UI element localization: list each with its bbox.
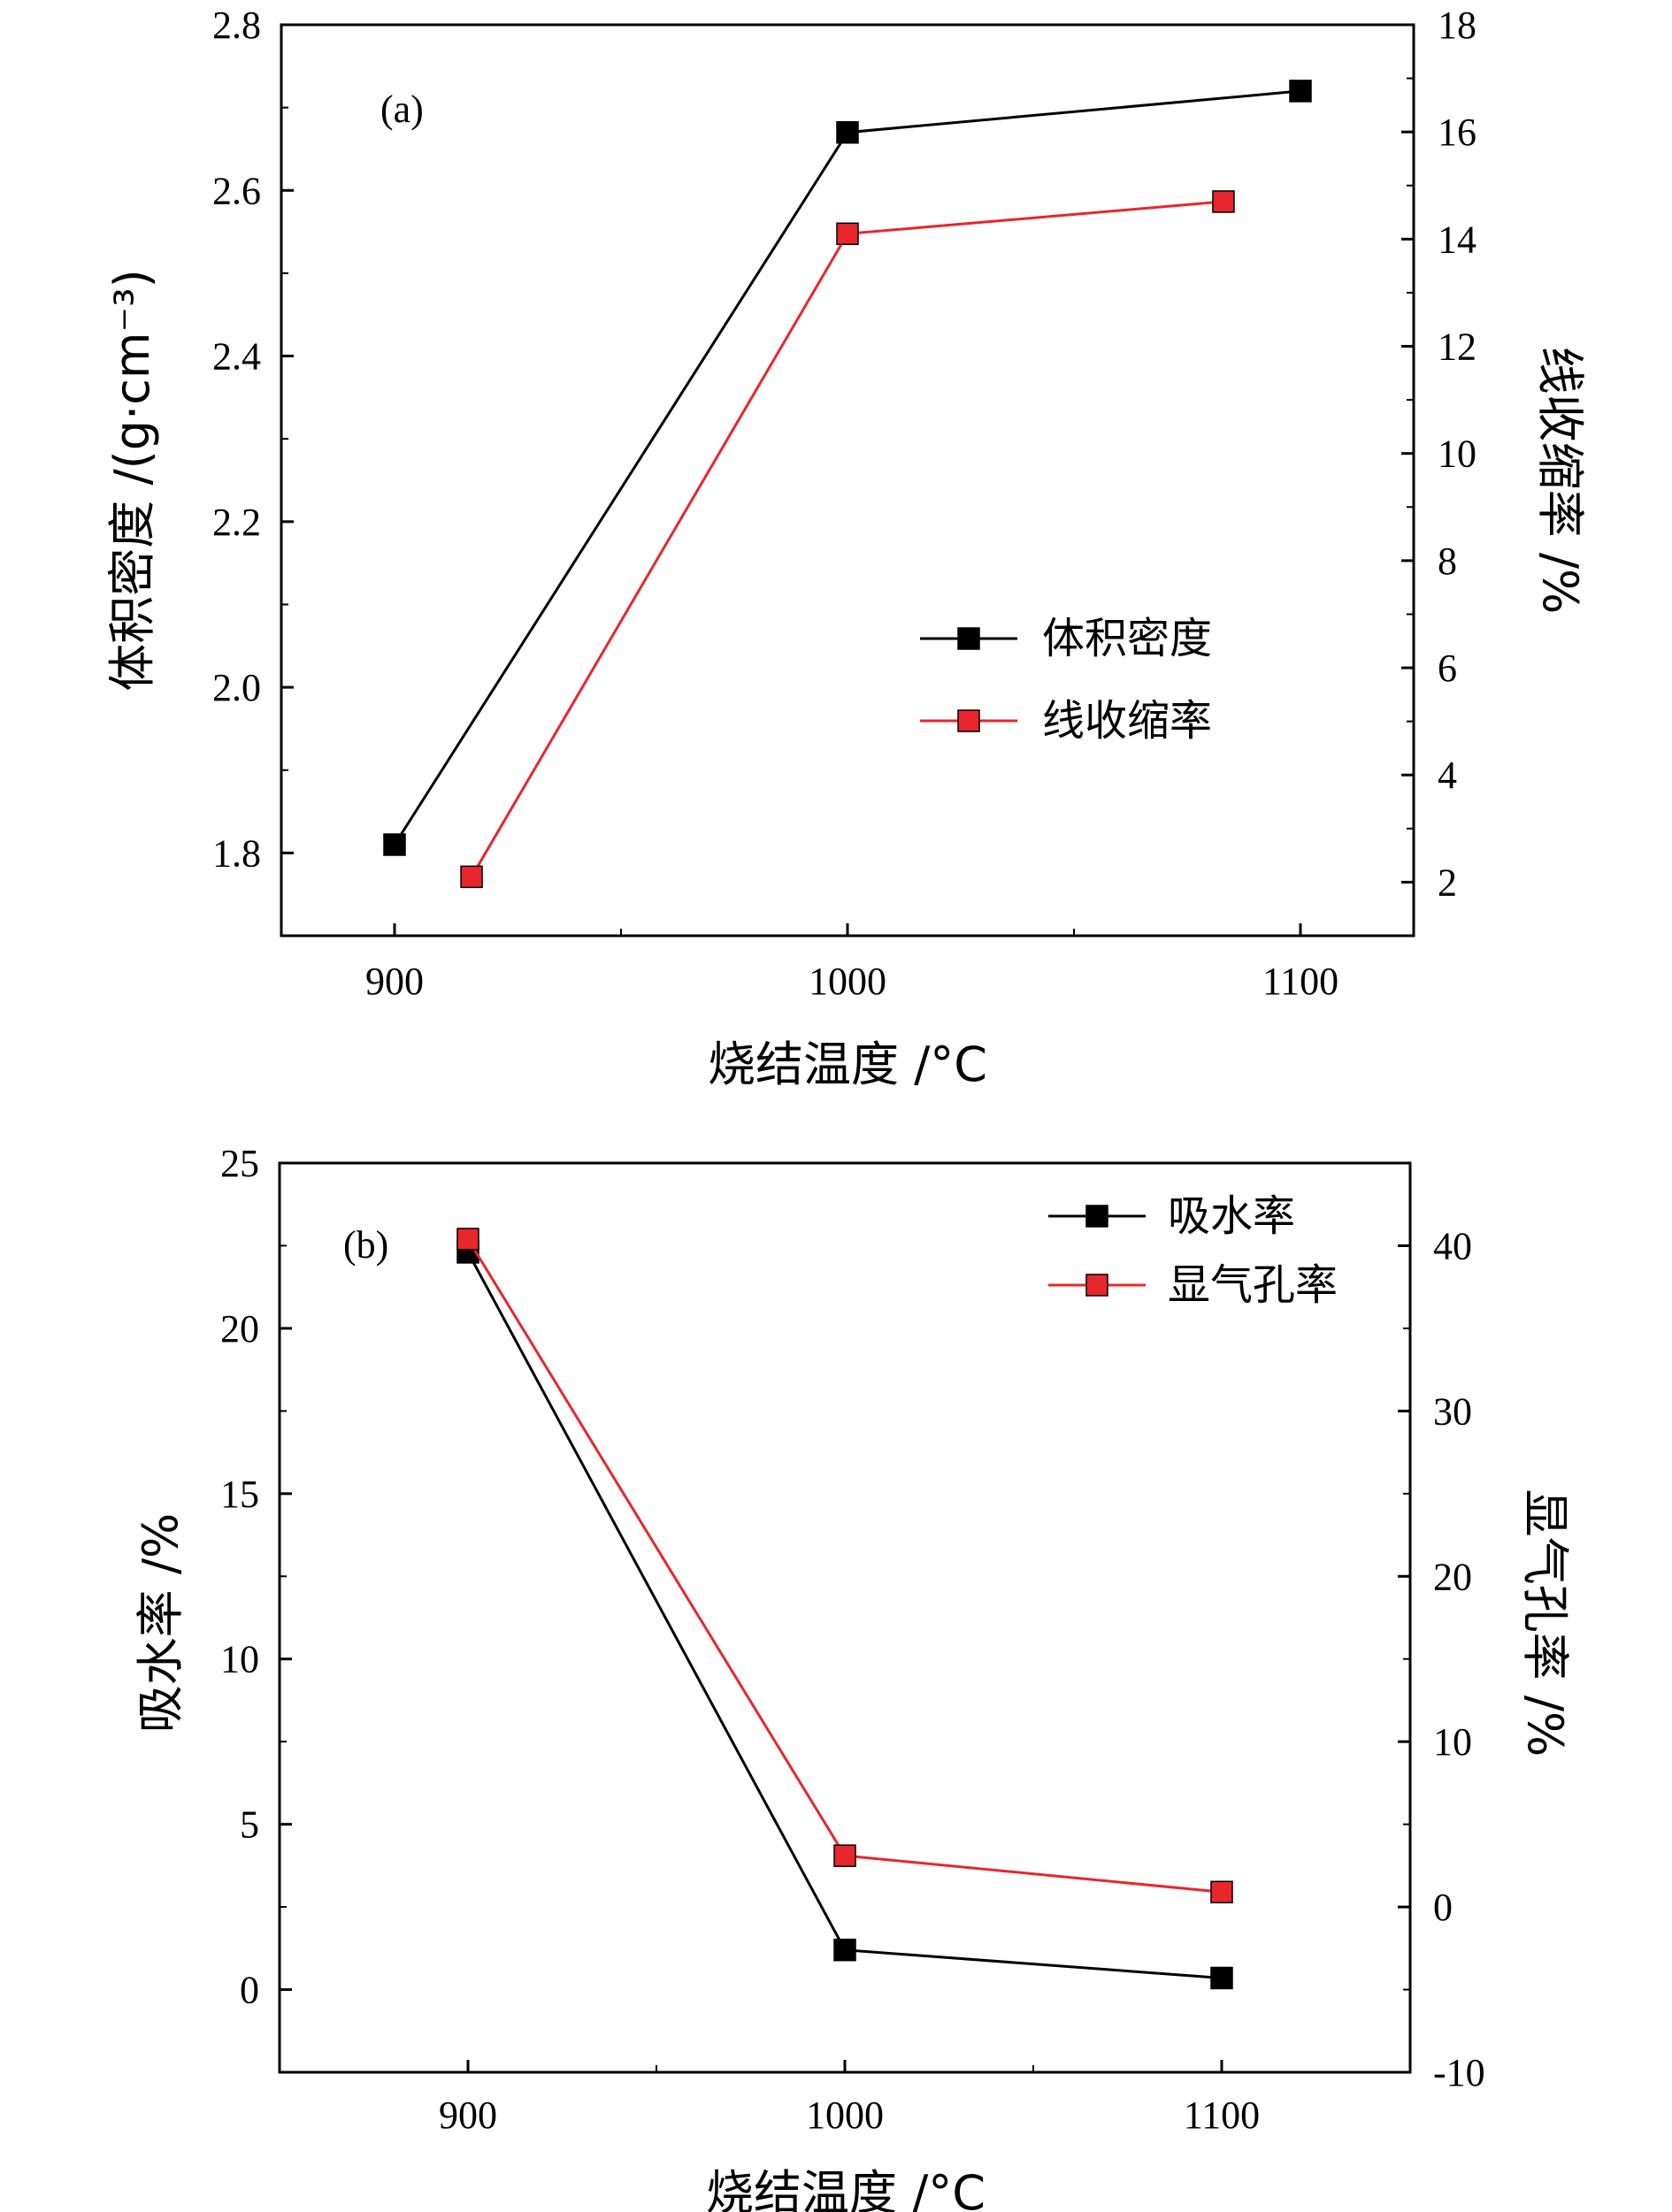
series-line-1 xyxy=(470,200,1224,878)
chart-panel-b: 0 5 10 15 20 25 -10 0 10 20 30 40 900 1000 1100 烧结温度 /°… xyxy=(133,1142,1573,2212)
x-tick-label: 1100 xyxy=(1262,960,1338,1003)
left-y-axis-title: 吸水率 /% xyxy=(133,1513,188,1734)
left-y-tick-label: 0 xyxy=(240,1969,259,2012)
legend-label-1: 线收缩率 xyxy=(1042,696,1212,746)
x-tick-label: 1000 xyxy=(809,960,886,1003)
x-tick-label: 900 xyxy=(365,960,424,1003)
series-marker-0 xyxy=(1210,1966,1233,1990)
chart-panel-a: 1.8 2.0 2.2 2.4 2.6 2.8 2 4 6 8 10 12 14 16 18 900 1000 1… xyxy=(104,4,1588,1092)
series-marker-0 xyxy=(1289,80,1312,103)
right-y-tick-label: 0 xyxy=(1433,1886,1453,1929)
left-y-tick-label: 15 xyxy=(220,1473,259,1516)
left-y-tick-label: 5 xyxy=(240,1803,259,1847)
series-marker-1 xyxy=(833,1844,856,1867)
x-axis-title: 烧结温度 /°C xyxy=(708,1037,987,1092)
panel-label: (b) xyxy=(343,1223,388,1267)
series-marker-1 xyxy=(1210,1880,1233,1904)
series-line-1 xyxy=(466,1238,1223,1894)
legend-label-1: 显气孔率 xyxy=(1168,1260,1338,1310)
plot-frame xyxy=(280,23,1415,938)
right-y-axis-title: 显气孔率 /% xyxy=(1517,1489,1573,1757)
series-marker-0 xyxy=(383,833,406,856)
series-marker-0 xyxy=(836,120,859,144)
right-y-tick-label: 14 xyxy=(1438,218,1476,261)
right-y-tick-label: 2 xyxy=(1438,861,1457,904)
right-y-tick-label: -10 xyxy=(1433,2051,1485,2094)
series-marker-0 xyxy=(833,1938,856,1962)
right-y-tick-label: 18 xyxy=(1438,4,1476,47)
left-y-axis-title: 体积密度 /(g·cm⁻³) xyxy=(104,269,160,691)
panel-label: (a) xyxy=(380,88,424,131)
legend-label-0: 吸水率 xyxy=(1168,1191,1295,1241)
left-y-tick-label: 2.2 xyxy=(212,501,261,544)
series-line-0 xyxy=(466,1251,1223,1979)
right-y-tick-label: 6 xyxy=(1438,647,1457,690)
legend-marker-1 xyxy=(957,709,980,732)
series-marker-1 xyxy=(1212,190,1235,213)
x-tick-label: 1000 xyxy=(806,2093,884,2137)
right-y-tick-label: 10 xyxy=(1433,1720,1472,1764)
series-marker-1 xyxy=(836,222,859,246)
left-y-tick-label: 2.0 xyxy=(212,666,261,709)
right-y-tick-label: 40 xyxy=(1433,1224,1472,1267)
legend-marker-0 xyxy=(1085,1205,1108,1228)
x-axis-title: 烧结温度 /°C xyxy=(706,2165,986,2212)
x-tick-label: 900 xyxy=(439,2093,497,2137)
legend-marker-0 xyxy=(957,627,980,650)
right-y-tick-label: 4 xyxy=(1438,754,1457,797)
right-y-tick-label: 20 xyxy=(1433,1555,1472,1598)
x-tick-label: 1100 xyxy=(1184,2093,1260,2137)
right-y-tick-label: 8 xyxy=(1438,540,1457,583)
left-y-tick-label: 2.6 xyxy=(212,169,261,212)
left-y-tick-label: 10 xyxy=(220,1638,259,1681)
left-y-tick-label: 20 xyxy=(220,1307,259,1351)
right-y-tick-label: 30 xyxy=(1433,1389,1472,1433)
right-y-tick-label: 10 xyxy=(1438,432,1476,476)
right-y-axis-title: 线收缩率 /% xyxy=(1532,347,1588,615)
left-y-tick-label: 2.8 xyxy=(212,4,261,47)
left-y-tick-label: 1.8 xyxy=(212,831,261,875)
legend-label-0: 体积密度 xyxy=(1042,614,1212,663)
legend-marker-1 xyxy=(1085,1274,1108,1297)
right-y-tick-label: 16 xyxy=(1438,111,1476,154)
left-y-tick-label: 2.4 xyxy=(212,335,261,379)
series-marker-1 xyxy=(456,1228,479,1251)
series-marker-1 xyxy=(460,865,483,889)
right-y-tick-label: 12 xyxy=(1438,325,1476,369)
left-y-tick-label: 25 xyxy=(220,1142,259,1185)
